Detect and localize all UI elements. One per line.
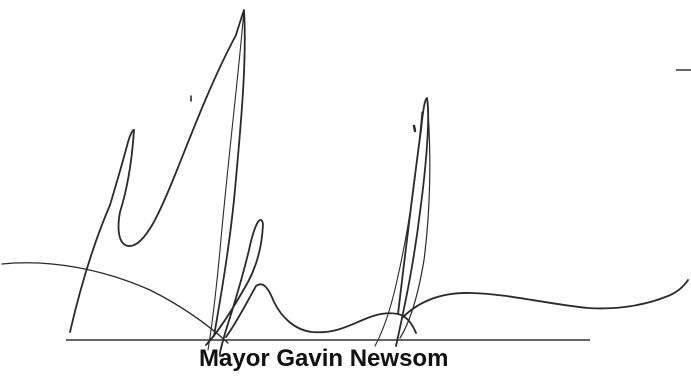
signer-name: Mayor Gavin Newsom: [199, 345, 449, 372]
handwritten-signature: [1, 9, 689, 357]
